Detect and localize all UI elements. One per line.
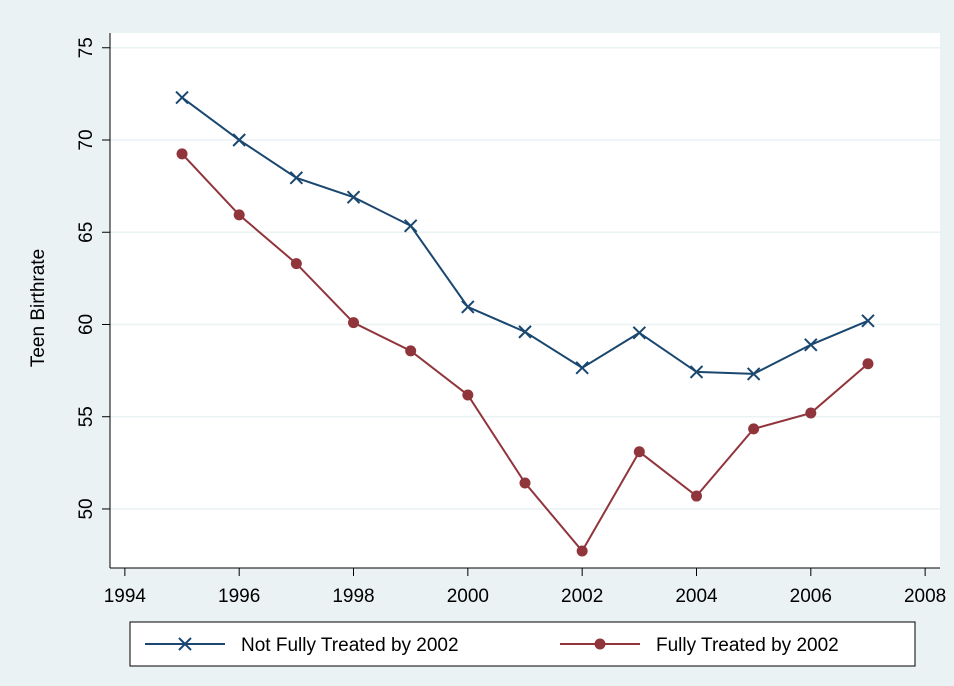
marker xyxy=(633,446,645,458)
marker xyxy=(290,258,302,270)
y-axis-label: Teen Birthrate xyxy=(28,249,49,367)
x-tick-label: 2000 xyxy=(447,586,489,607)
marker xyxy=(403,219,418,233)
marker xyxy=(575,361,589,375)
y-tick-label: 65 xyxy=(76,222,97,243)
y-tick-label: 60 xyxy=(76,314,97,335)
legend xyxy=(129,621,916,667)
marker xyxy=(232,133,246,147)
marker xyxy=(461,300,475,314)
marker xyxy=(804,338,818,352)
marker xyxy=(518,325,532,339)
marker xyxy=(576,545,588,557)
legend-label: Fully Treated by 2002 xyxy=(656,635,839,656)
marker xyxy=(689,365,704,379)
marker xyxy=(176,148,188,160)
x-tick-label: 1998 xyxy=(332,586,374,607)
x-tick-label: 2006 xyxy=(790,586,832,607)
y-tick-label: 55 xyxy=(76,406,97,427)
marker xyxy=(289,171,304,185)
marker xyxy=(862,358,874,370)
marker xyxy=(405,345,417,357)
marker xyxy=(746,367,761,381)
x-tick-label: 2002 xyxy=(561,586,603,607)
x-tick-label: 2004 xyxy=(675,586,718,607)
marker xyxy=(861,314,875,328)
marker xyxy=(348,317,360,329)
y-tick-label: 50 xyxy=(76,498,97,519)
legend-marker xyxy=(178,637,192,651)
x-tick-label: 2008 xyxy=(904,586,946,607)
x-tick-label: 1996 xyxy=(218,586,260,607)
marker xyxy=(805,407,817,419)
marker xyxy=(346,190,361,204)
marker xyxy=(462,389,474,401)
marker xyxy=(233,209,245,221)
y-tick-label: 75 xyxy=(76,37,97,58)
marker xyxy=(175,90,189,105)
legend-marker xyxy=(594,638,606,650)
marker xyxy=(748,423,760,435)
x-tick-label: 1994 xyxy=(104,586,147,607)
legend-label: Not Fully Treated by 2002 xyxy=(241,635,459,656)
marker xyxy=(632,326,647,340)
marker xyxy=(519,477,531,489)
y-tick-label: 70 xyxy=(76,129,97,150)
marker xyxy=(690,490,702,502)
